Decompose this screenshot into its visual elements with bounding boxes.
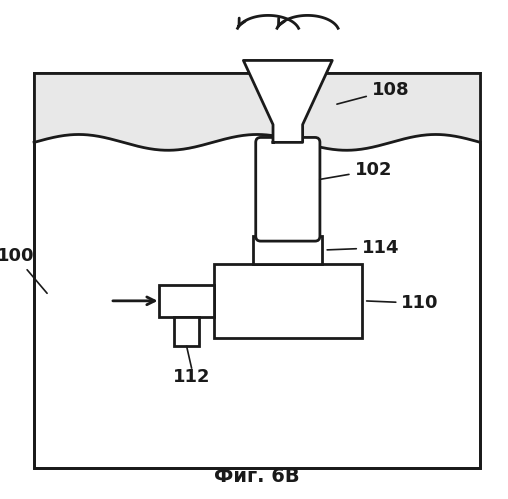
Bar <box>160 285 214 317</box>
Text: 100: 100 <box>0 247 47 293</box>
Polygon shape <box>243 60 332 142</box>
Bar <box>174 317 199 346</box>
Text: Фиг. 6B: Фиг. 6B <box>214 467 300 486</box>
Bar <box>253 236 323 264</box>
Text: 108: 108 <box>337 81 409 104</box>
Bar <box>34 73 481 468</box>
Bar <box>214 264 362 338</box>
Text: 110: 110 <box>367 294 439 312</box>
FancyBboxPatch shape <box>256 137 320 241</box>
Text: 112: 112 <box>173 368 210 386</box>
Text: 102: 102 <box>320 161 392 180</box>
Bar <box>34 73 481 468</box>
Text: 114: 114 <box>327 239 399 257</box>
